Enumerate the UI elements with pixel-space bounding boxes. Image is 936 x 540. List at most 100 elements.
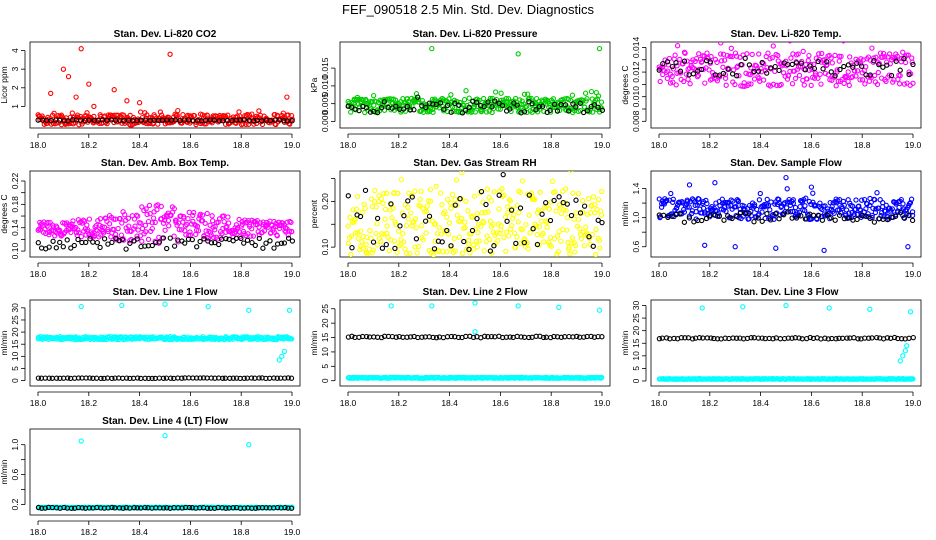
data-point <box>751 335 757 341</box>
data-point <box>665 68 671 74</box>
data-point <box>199 212 206 218</box>
data-point <box>523 103 530 109</box>
data-point <box>775 52 781 59</box>
data-point <box>355 235 361 241</box>
data-point <box>98 505 104 511</box>
x-tick-label: 18.4 <box>131 398 148 408</box>
y-tick-label: 0.008 <box>631 110 641 132</box>
data-point <box>208 240 215 246</box>
data-point <box>706 67 712 73</box>
data-point <box>345 223 351 229</box>
data-point <box>64 237 70 243</box>
data-point <box>42 505 48 511</box>
data-point <box>910 61 916 68</box>
data-point <box>162 227 168 233</box>
data-point <box>250 233 257 239</box>
data-point <box>179 505 185 511</box>
data-point <box>68 245 74 251</box>
data-point <box>260 245 266 251</box>
data-point <box>845 62 852 68</box>
data-point <box>149 242 155 249</box>
panel-title: Stan. Dev. Amb. Box Temp. <box>101 158 229 169</box>
data-point <box>558 210 565 217</box>
data-point <box>824 61 830 68</box>
data-point <box>495 237 501 244</box>
data-point <box>423 208 430 214</box>
data-point <box>444 102 451 109</box>
data-point <box>481 248 487 254</box>
data-point <box>777 336 784 342</box>
data-point <box>191 209 197 216</box>
data-point <box>94 239 100 246</box>
data-point <box>465 208 471 214</box>
data-point <box>733 204 739 210</box>
data-point <box>570 190 576 196</box>
data-point <box>573 210 579 216</box>
data-point <box>381 190 387 197</box>
data-point <box>466 246 472 253</box>
y-axis: 0 5 10 15 20 25 30 <box>631 301 647 383</box>
x-tick-label: 18.6 <box>182 269 199 279</box>
data-point <box>91 103 97 110</box>
data-point <box>884 62 890 68</box>
panel-title: Stan. Dev. Line 2 Flow <box>423 287 528 298</box>
data-point <box>461 97 468 103</box>
data-point <box>845 69 851 75</box>
data-point <box>474 244 480 250</box>
x-axis: 18.0 18.2 18.4 18.6 18.8 19.0 <box>340 133 611 150</box>
data-point <box>810 190 816 196</box>
data-point <box>73 94 79 100</box>
data-point <box>734 213 740 220</box>
data-point <box>86 81 92 87</box>
data-point <box>541 239 547 245</box>
data-point <box>704 335 710 341</box>
data-point <box>746 210 752 217</box>
series-black <box>345 171 605 254</box>
y-tick-label: 20 <box>10 327 20 337</box>
data-point <box>720 64 726 70</box>
data-point <box>547 102 553 109</box>
data-point <box>853 197 859 203</box>
data-point <box>547 334 554 341</box>
data-point <box>595 217 601 223</box>
data-point <box>238 235 244 242</box>
data-point <box>694 73 701 80</box>
data-point <box>402 246 408 252</box>
data-point <box>409 223 415 229</box>
data-point <box>769 55 775 61</box>
data-point <box>808 184 815 190</box>
panel-title: Stan. Dev. Line 4 (LT) Flow <box>102 416 228 427</box>
data-point <box>65 73 72 80</box>
data-point <box>817 200 823 206</box>
data-point <box>581 243 587 249</box>
data-point <box>211 505 218 511</box>
data-point <box>123 375 130 381</box>
data-point <box>702 80 708 86</box>
data-point <box>746 202 753 209</box>
data-point <box>888 72 895 79</box>
data-point <box>909 55 915 61</box>
series-black <box>35 117 295 124</box>
data-point <box>551 197 557 204</box>
y-axis: 0.2 0.6 1.0 <box>10 439 26 510</box>
data-point <box>433 183 439 190</box>
data-point <box>51 110 57 116</box>
x-tick-label: 18.0 <box>340 140 357 150</box>
data-point <box>526 212 532 218</box>
data-point <box>53 505 60 511</box>
data-point <box>882 54 888 60</box>
data-point <box>851 211 857 218</box>
x-tick-label: 18.2 <box>702 398 719 408</box>
data-point <box>388 201 394 207</box>
data-point <box>130 114 137 121</box>
data-point <box>910 376 916 382</box>
data-point <box>521 91 528 97</box>
data-point <box>430 334 436 341</box>
data-point <box>459 250 466 256</box>
x-tick-label: 18.4 <box>441 269 458 279</box>
data-point <box>205 303 211 310</box>
data-point <box>233 375 240 381</box>
data-point <box>285 235 292 241</box>
data-point <box>370 92 377 99</box>
